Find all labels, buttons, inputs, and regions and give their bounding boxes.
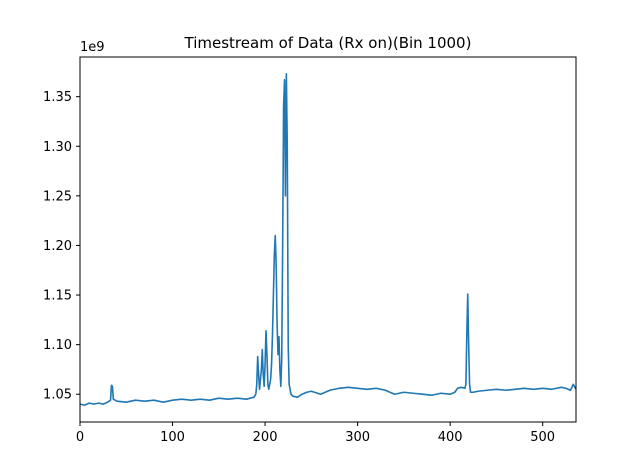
y-tick-label: 1.25 [43,189,72,204]
y-tick-label: 1.35 [43,90,72,105]
x-tick-label: 500 [530,430,555,445]
x-axis: 0 100 200 300 400 500 [76,422,555,445]
y-tick-label: 1.15 [43,289,72,304]
y-tick-label: 1.05 [43,388,72,403]
plot-frame [79,56,577,423]
y-tick-label: 1.20 [43,239,72,254]
chart-title: Timestream of Data (Rx on)(Bin 1000) [184,34,472,52]
x-tick-label: 200 [253,430,278,445]
series-line-0 [79,73,577,406]
y-tick-label: 1.30 [43,140,72,155]
x-tick-label: 100 [160,430,185,445]
x-tick-label: 0 [76,430,84,445]
plot-area [79,73,577,406]
y-tick-label: 1.10 [43,338,72,353]
y-axis: 1.05 1.10 1.15 1.20 1.25 1.30 1.35 [43,90,80,403]
x-tick-label: 400 [438,430,463,445]
x-tick-label: 300 [345,430,370,445]
y-axis-offset-label: 1e9 [80,40,105,55]
